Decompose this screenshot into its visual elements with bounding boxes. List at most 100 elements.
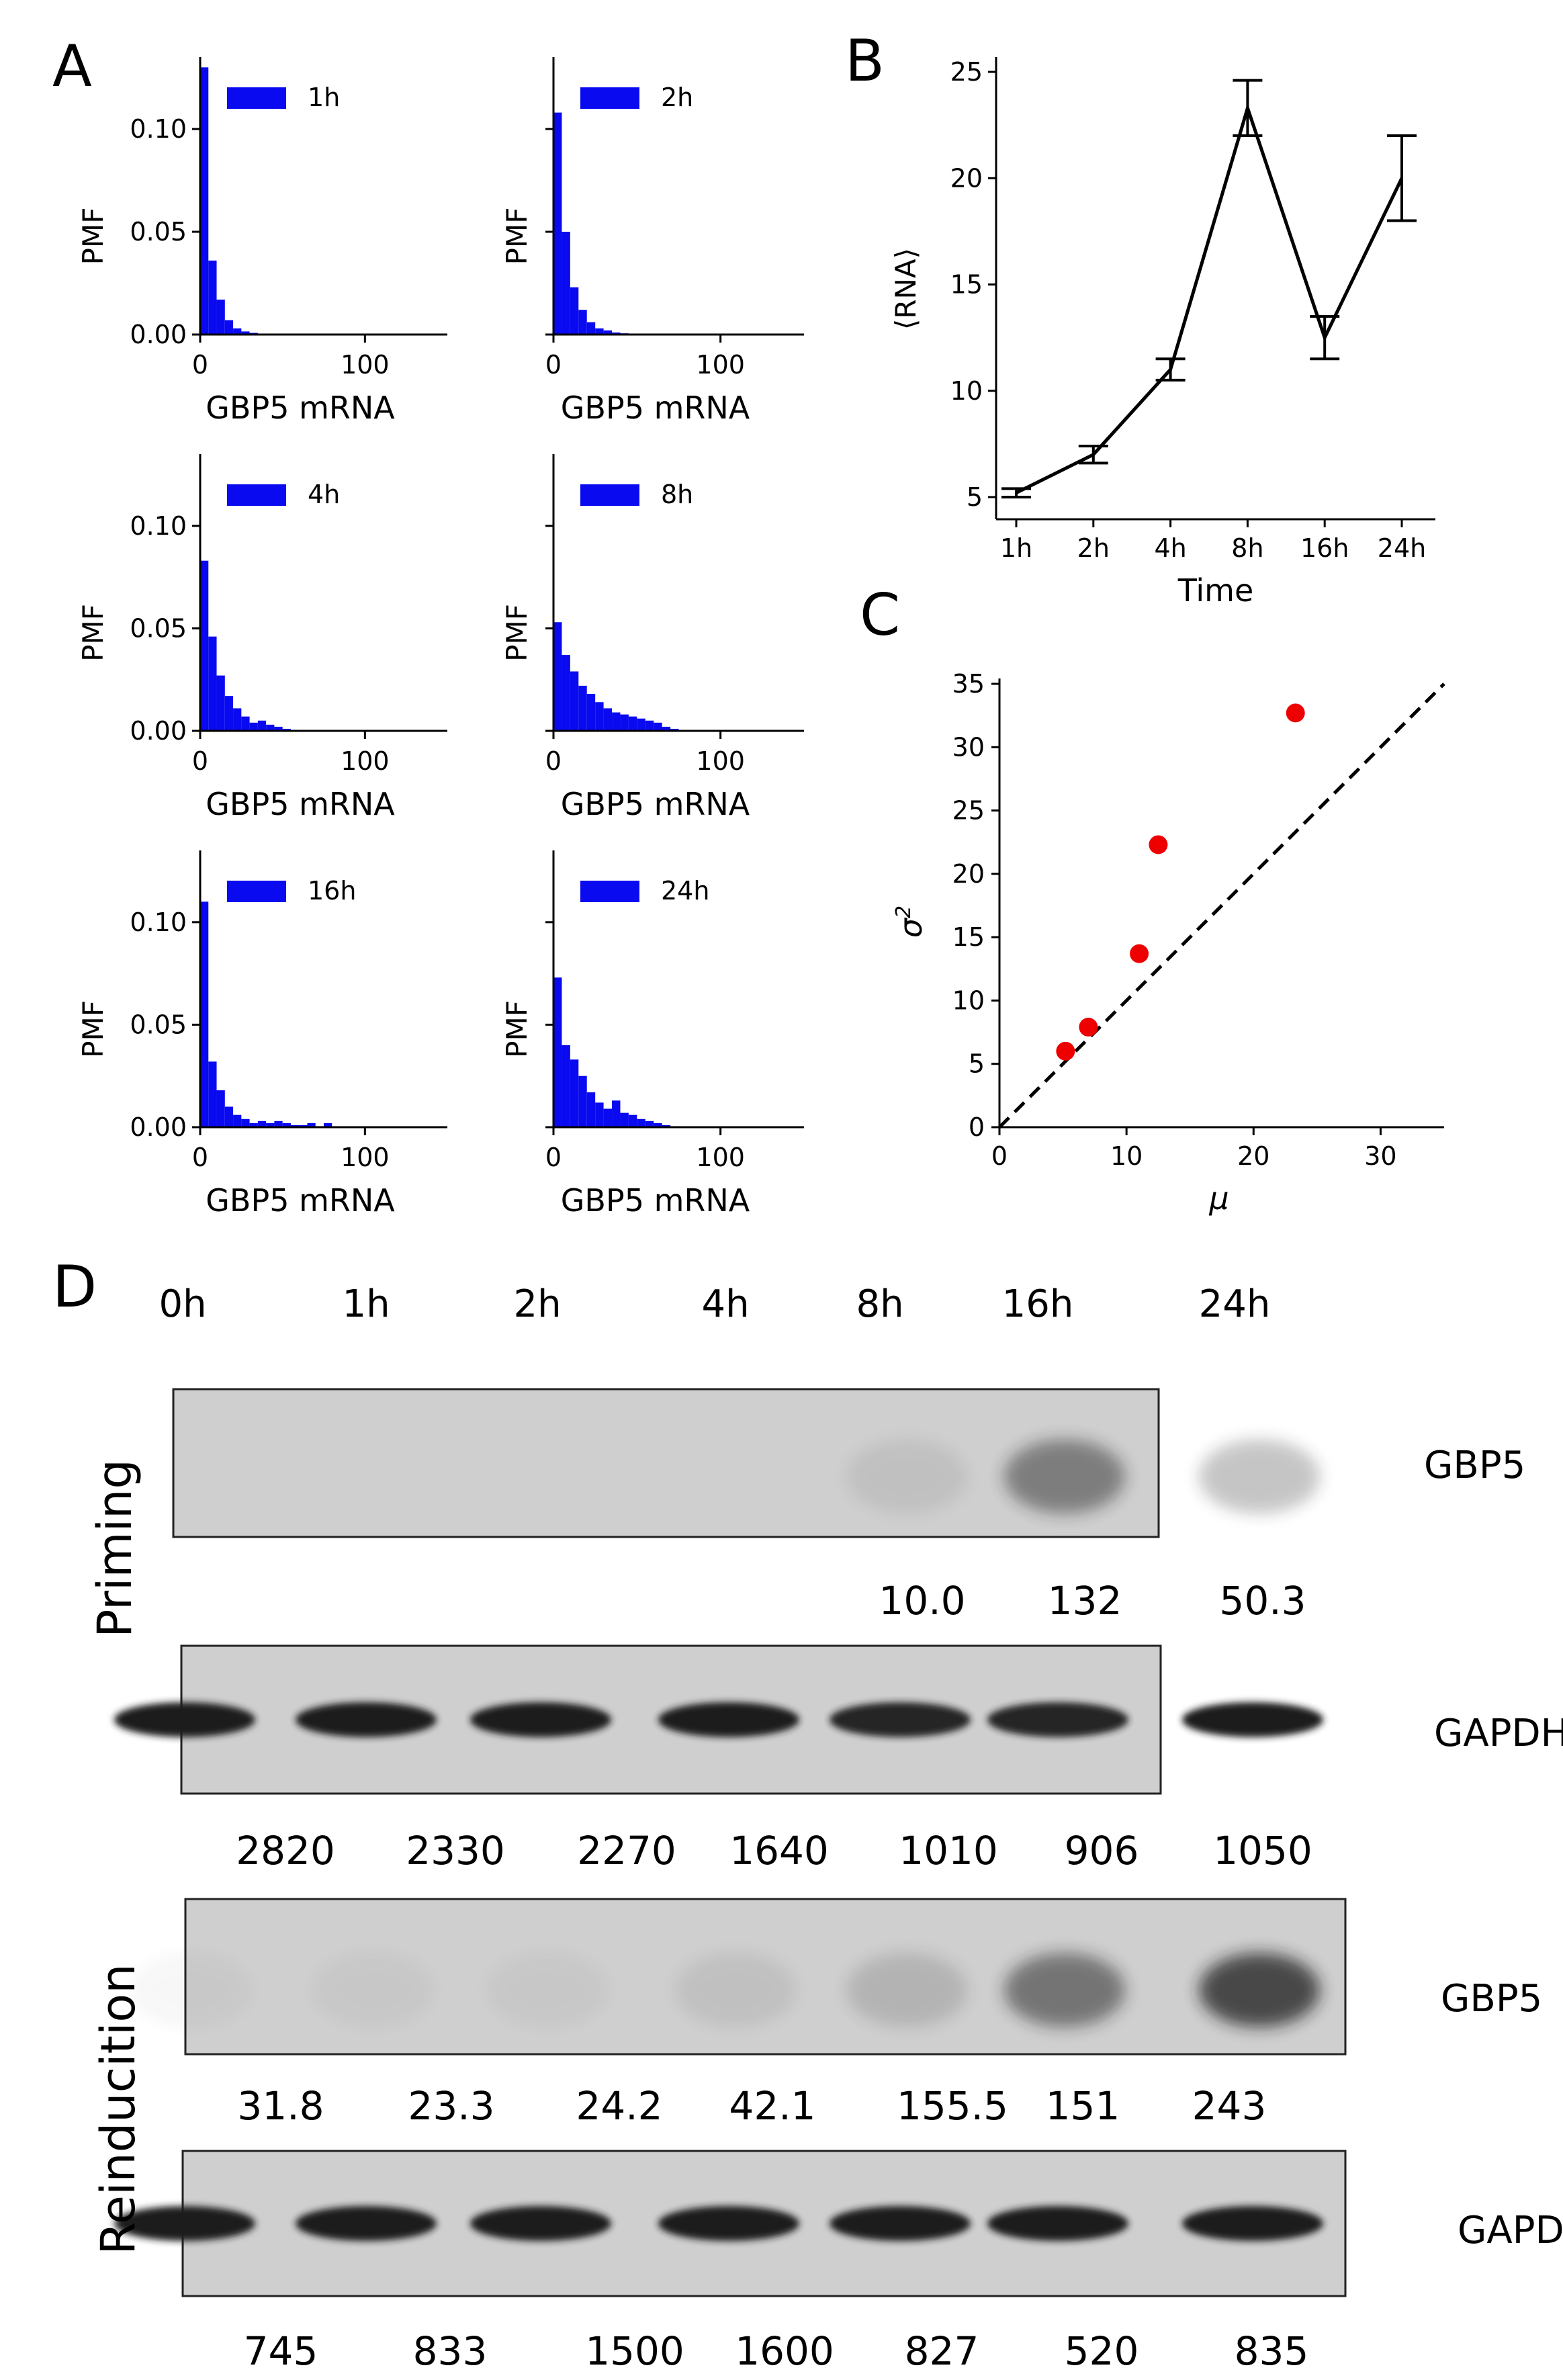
histogram-bar [670,728,679,731]
legend-swatch [227,881,286,902]
y-axis-label: PMF [77,604,109,662]
histogram-bar [224,696,234,731]
y-axis-label: PMF [500,1000,533,1058]
y-tick-label: 0.10 [130,114,187,144]
histogram-bar [224,1106,234,1127]
protein-band [487,1953,608,2027]
histogram-bar [570,671,579,731]
x-tick-label: 100 [341,746,390,776]
legend-swatch [227,484,286,506]
protein-band [470,2206,611,2241]
band-quantification: 1640 [729,1828,829,1874]
histogram-bar [628,1114,637,1127]
y-tick-label: 10 [950,376,983,406]
x-tick-label: 2h [1077,533,1110,563]
band-quantification: 151 [1046,2083,1120,2129]
histogram-bar [612,1100,621,1127]
histogram-bar [562,232,570,335]
priming-label: Priming [87,1459,142,1638]
histogram-bar [637,718,645,731]
band-quantification: 2270 [577,1828,676,1874]
protein-band [114,1702,255,1737]
histogram-bar [200,901,209,1127]
protein-band [114,2206,255,2241]
histogram-bar [620,714,629,731]
histogram-2h: 0 100 GBP5 mRNA PMF 2h [500,57,804,426]
histogram-bar [274,1120,283,1127]
histogram-bar [216,675,225,731]
legend-label: 8h [661,480,693,509]
legend-swatch [580,484,639,506]
x-tick-label: 0 [192,1143,208,1172]
histogram-1h: 0 100 0.00 0.05 0.10 GBP5 mRNA PMF 1h [77,57,447,426]
histogram-bar [612,712,621,731]
band-quantification: 827 [905,2328,979,2374]
time-label: 4h [701,1282,749,1326]
x-tick-label: 100 [696,746,745,776]
protein-band [987,2206,1128,2241]
histogram-bar [586,322,596,335]
y-tick-label: 0.10 [130,511,187,541]
histogram-bar [216,1090,225,1127]
x-tick-label: 0 [545,350,562,380]
histogram-bar [586,694,596,731]
histogram-bar [208,1061,217,1127]
y-tick-label: 0.00 [130,1112,187,1142]
histogram-bar [578,1075,587,1127]
protein-band [1182,1702,1323,1737]
scatter-point [1056,1041,1075,1061]
band-quantification: 155.5 [897,2083,1008,2129]
histogram-bar [257,1120,267,1127]
histogram-bar [282,1122,291,1127]
band-quantification: 132 [1048,1578,1122,1624]
legend-label: 4h [308,480,340,509]
x-tick-label: 0 [545,746,562,776]
y-tick-label: 0 [969,1112,985,1142]
histogram-8h: 0 100 GBP5 mRNA PMF 8h [500,454,804,822]
protein-band [296,2206,437,2241]
y-tick-label: 0.05 [130,217,187,247]
histogram-bar [620,1112,629,1127]
histogram-bar [553,112,562,335]
y-tick-label: 0.00 [130,716,187,746]
histogram-bar [603,1108,613,1127]
x-tick-label: 30 [1364,1141,1396,1171]
band-quantification: 2330 [406,1828,505,1874]
x-tick-label: 16h [1300,533,1349,563]
histogram-4h: 0 100 0.00 0.05 0.10 GBP5 mRNA PMF 4h [77,454,447,822]
histogram-bar [307,1122,316,1127]
y-tick-label: 0.05 [130,613,187,643]
reinduction-label: Reinducition [91,1964,146,2254]
histogram-bar [266,1122,275,1127]
time-label: 8h [856,1282,903,1326]
x-axis-label: GBP5 mRNA [561,786,750,822]
protein-band [312,1953,433,2027]
protein-band [1182,2206,1323,2241]
histogram-bar [257,720,267,731]
histogram-bar [603,330,613,335]
histogram-bar [570,287,579,335]
blot-strip-reinduction-gapdh: GAPDH 745 833 1500 1600 827 520 835 [114,2150,1563,2374]
band-quantification: 833 [413,2328,488,2374]
histogram-bar [562,655,570,731]
histogram-bar [241,331,250,335]
band-quantification: 835 [1235,2328,1309,2374]
histogram-16h: 0 100 0.00 0.05 0.10 GBP5 mRNA PMF 16h [77,850,447,1219]
band-quantification: 1500 [585,2328,684,2374]
variance-mean-chart: 0 5 10 15 20 25 30 35 0 10 20 30 μ σ2 [892,669,1445,1217]
histogram-bar [233,328,242,335]
protein-band [1199,1953,1320,2027]
x-axis-label: GBP5 mRNA [206,390,395,426]
band-quantification: 31.8 [237,2083,324,2129]
protein-band [1004,1953,1125,2027]
x-tick-label: 100 [341,1143,390,1172]
y-axis-label: σ2 [892,906,930,938]
histogram-bar [570,1059,579,1127]
time-label: 1h [342,1282,390,1326]
y-tick-label: 0.00 [130,320,187,349]
legend-label: 2h [661,83,693,112]
histogram-bar [224,320,234,335]
histogram-bar [645,720,654,731]
x-axis-label: Time [1177,572,1254,609]
blot-strip-reinduction-gbp5: GBP5 31.8 23.3 24.2 42.1 155.5 151 243 [184,1898,1542,2129]
